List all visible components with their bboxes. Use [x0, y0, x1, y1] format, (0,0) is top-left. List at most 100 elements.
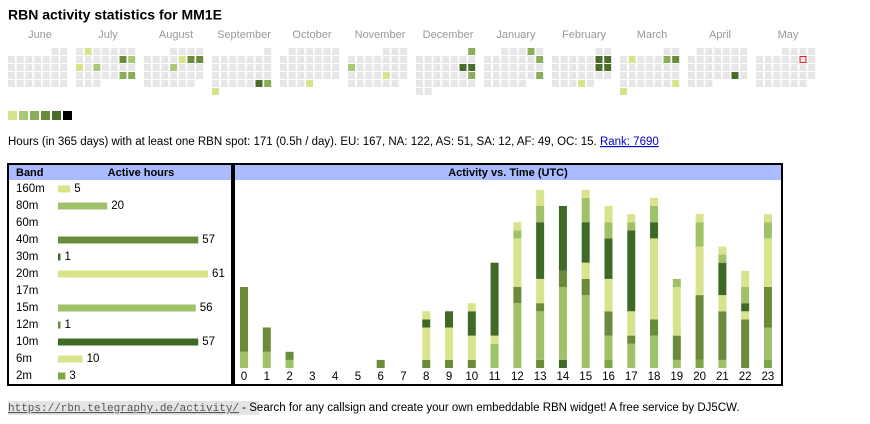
time-segment	[695, 246, 704, 296]
day-empty	[25, 64, 33, 71]
day-empty	[323, 64, 331, 71]
day-empty	[433, 64, 441, 71]
band-label: 12m	[16, 319, 38, 331]
time-segment	[445, 359, 454, 368]
day-empty	[220, 80, 228, 87]
day-empty	[170, 80, 178, 87]
day-empty	[510, 72, 518, 79]
time-segment	[672, 278, 681, 287]
day-empty	[688, 64, 695, 71]
day-empty	[696, 48, 704, 55]
day-empty	[16, 72, 24, 79]
day-empty	[722, 56, 730, 63]
time-segment	[741, 311, 750, 320]
day-empty	[288, 80, 296, 87]
hours-heading: Active hours	[108, 167, 175, 179]
day-empty	[586, 80, 594, 87]
day-empty	[808, 56, 816, 63]
day-empty	[688, 56, 695, 63]
day-empty	[782, 72, 790, 79]
day-empty	[60, 48, 68, 55]
time-segment	[627, 214, 636, 223]
day-empty	[314, 72, 322, 79]
day-empty	[187, 48, 195, 55]
day-empty	[255, 56, 263, 63]
hour-label: 13	[534, 371, 547, 383]
day-empty	[391, 72, 399, 79]
day-active	[595, 56, 603, 63]
day-empty	[560, 56, 568, 63]
time-segment	[672, 287, 681, 336]
day-empty	[424, 56, 432, 63]
day-empty	[740, 48, 748, 55]
day-empty	[76, 56, 83, 63]
band-value: 56	[200, 302, 213, 314]
day-empty	[552, 64, 559, 71]
day-empty	[416, 56, 423, 63]
day-empty	[280, 80, 287, 87]
time-segment	[627, 343, 636, 368]
day-empty	[220, 72, 228, 79]
time-segment	[604, 278, 613, 312]
day-empty	[297, 64, 305, 71]
summary-text: Hours (in 365 days) with at least one RB…	[8, 136, 597, 148]
day-empty	[696, 56, 704, 63]
day-empty	[288, 56, 296, 63]
day-empty	[16, 64, 24, 71]
day-empty	[637, 64, 645, 71]
day-empty	[42, 80, 50, 87]
day-empty	[663, 48, 671, 55]
footer-url[interactable]: https://rbn.telegraphy.de/activity/	[8, 403, 239, 415]
day-empty	[654, 56, 662, 63]
day-empty	[348, 56, 355, 63]
band-label: 10m	[16, 336, 38, 348]
day-empty	[212, 72, 219, 79]
time-segment	[558, 359, 567, 368]
time-segment	[490, 343, 499, 368]
day-active	[264, 80, 272, 87]
day-empty	[714, 56, 722, 63]
day-empty	[442, 56, 450, 63]
hour-label: 2	[286, 371, 292, 383]
day-empty	[178, 80, 186, 87]
day-empty	[773, 72, 781, 79]
day-empty	[144, 64, 151, 71]
time-segment	[536, 359, 545, 368]
day-empty	[714, 72, 722, 79]
day-empty	[255, 72, 263, 79]
day-empty	[152, 56, 160, 63]
day-empty	[400, 64, 408, 71]
day-empty	[569, 80, 577, 87]
time-segment	[718, 359, 727, 368]
day-empty	[382, 64, 390, 71]
day-empty	[501, 64, 509, 71]
time-segment	[536, 311, 545, 360]
day-empty	[382, 80, 390, 87]
rank-link[interactable]: Rank: 7690	[600, 136, 659, 148]
time-segment	[604, 359, 613, 368]
day-empty	[42, 56, 50, 63]
day-empty	[510, 56, 518, 63]
day-empty	[93, 80, 101, 87]
time-segment	[650, 238, 659, 320]
day-active	[119, 72, 127, 79]
day-empty	[178, 72, 186, 79]
day-empty	[459, 80, 467, 87]
day-empty	[756, 56, 763, 63]
day-empty	[187, 72, 195, 79]
day-empty	[8, 56, 15, 63]
time-segment	[422, 319, 431, 328]
time-segment	[627, 230, 636, 312]
hour-label: 10	[465, 371, 478, 383]
month-label: August	[159, 29, 193, 41]
day-empty	[620, 80, 627, 87]
day-empty	[60, 64, 68, 71]
month-label: October	[292, 29, 331, 41]
day-empty	[297, 48, 305, 55]
hour-label: 5	[355, 371, 361, 383]
day-empty	[42, 64, 50, 71]
time-segment	[650, 206, 659, 223]
day-empty	[705, 64, 713, 71]
day-empty	[628, 64, 636, 71]
hour-label: 16	[602, 371, 615, 383]
